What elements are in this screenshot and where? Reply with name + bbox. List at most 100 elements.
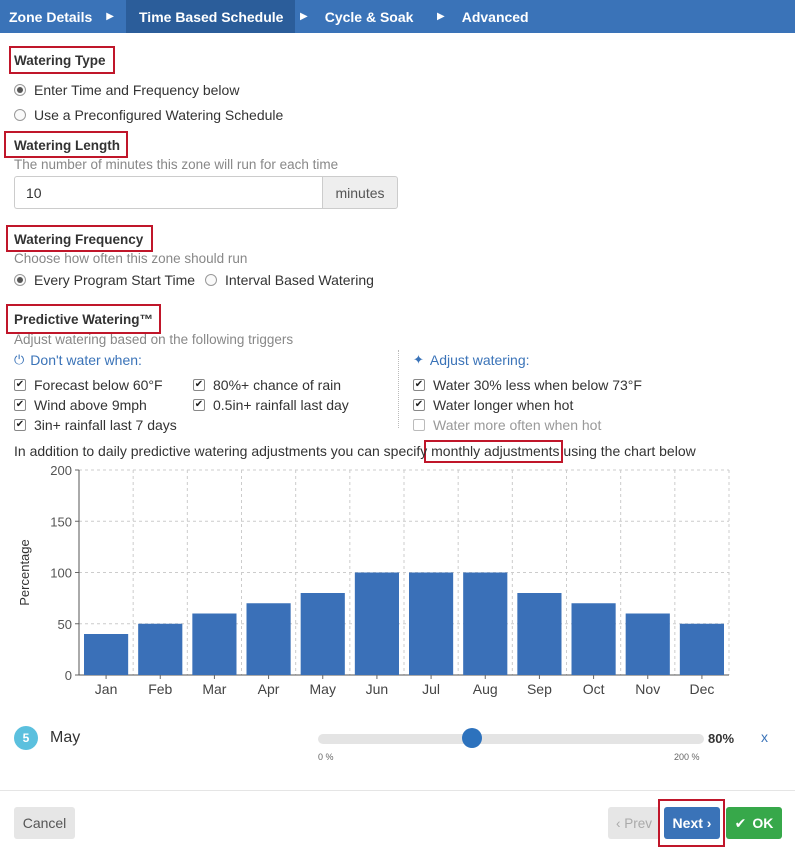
option-label: Use a Preconfigured Watering Schedule (34, 107, 284, 123)
checkbox-label: Water 30% less when below 73°F (433, 377, 642, 393)
trigger-rainfall-last-7-days[interactable]: ✔ 3in+ rainfall last 7 days (14, 417, 177, 433)
slider-min-label: 0 % (318, 752, 334, 762)
y-tick-label: 100 (50, 566, 72, 581)
next-button[interactable]: Next › (664, 807, 720, 839)
checkbox-checked[interactable]: ✔ (413, 399, 425, 411)
trigger-wind-above[interactable]: ✔ Wind above 9mph (14, 397, 147, 413)
checkbox-label: Wind above 9mph (34, 397, 147, 413)
adjust-watering-title: ✦ Adjust watering: (413, 352, 530, 368)
slider-max-label: 200 % (674, 752, 700, 762)
trigger-rainfall-last-day[interactable]: ✔ 0.5in+ rainfall last day (193, 397, 349, 413)
clear-adjustment-button[interactable]: x (761, 729, 768, 745)
y-tick-label: 0 (65, 668, 72, 683)
frequency-option-interval[interactable]: Interval Based Watering (205, 272, 374, 288)
bar-oct[interactable] (571, 603, 616, 675)
dont-water-label: Don't water when: (30, 352, 142, 368)
bar-sep[interactable] (517, 593, 562, 675)
bar-nov[interactable] (625, 613, 670, 676)
watering-length-input[interactable]: 10 (14, 176, 322, 209)
watering-length-heading: Watering Length (14, 138, 120, 153)
chevron-right-icon: ▶ (437, 11, 445, 22)
watering-type-option-manual[interactable]: Enter Time and Frequency below (14, 82, 239, 98)
x-tick-label: May (310, 681, 336, 697)
bar-mar[interactable] (192, 613, 237, 676)
radio-unselected[interactable] (205, 274, 217, 286)
highlight-box (424, 440, 563, 463)
y-tick-label: 50 (58, 617, 72, 632)
checkbox-label: 3in+ rainfall last 7 days (34, 417, 177, 433)
bar-apr[interactable] (246, 603, 291, 675)
x-tick-label: Aug (473, 681, 498, 697)
adjust-water-more-often[interactable]: Water more often when hot (413, 417, 601, 433)
highlight-box (6, 304, 161, 334)
adjust-water-less[interactable]: ✔ Water 30% less when below 73°F (413, 377, 642, 393)
option-label: Interval Based Watering (225, 272, 374, 288)
cancel-button[interactable]: Cancel (14, 807, 75, 839)
watering-type-option-preconfigured[interactable]: Use a Preconfigured Watering Schedule (14, 107, 283, 123)
monthly-text-highlight: monthly adjustments (431, 443, 560, 459)
checkbox-unchecked[interactable] (413, 419, 425, 431)
radio-selected[interactable] (14, 84, 26, 96)
watering-type-heading: Watering Type (14, 53, 106, 68)
ok-button[interactable]: ✔ OK (726, 807, 782, 839)
checkbox-checked[interactable]: ✔ (193, 379, 205, 391)
tab-zone-details[interactable]: Zone Details ▶ (0, 0, 126, 33)
bar-jul[interactable] (409, 572, 454, 676)
tab-cycle-soak[interactable]: ▶ Cycle & Soak (295, 0, 437, 33)
bar-may[interactable] (300, 593, 345, 675)
chevron-right-icon: ▶ (300, 11, 308, 22)
checkbox-label: 80%+ chance of rain (213, 377, 342, 393)
adjustment-slider-thumb[interactable] (462, 728, 483, 748)
tab-label: Advanced (461, 8, 529, 25)
tab-time-based-schedule[interactable]: Time Based Schedule (126, 0, 295, 33)
bar-dec[interactable] (679, 623, 724, 675)
dont-water-title: ⏻ Don't water when: (14, 352, 142, 368)
watering-frequency-heading: Watering Frequency (14, 232, 144, 247)
watering-frequency-help: Choose how often this zone should run (14, 251, 248, 266)
trigger-chance-of-rain[interactable]: ✔ 80%+ chance of rain (193, 377, 341, 393)
power-icon: ⏻ (14, 352, 25, 367)
adjustment-slider-track[interactable] (318, 734, 704, 744)
option-label: Enter Time and Frequency below (34, 82, 240, 98)
bar-jan[interactable] (84, 634, 129, 675)
x-tick-label: Jan (95, 681, 118, 697)
radio-selected[interactable] (14, 274, 26, 286)
tab-advanced[interactable]: ▶ Advanced (437, 0, 529, 33)
checkbox-label: Water more often when hot (433, 417, 602, 433)
prev-button[interactable]: ‹ Prev (608, 807, 660, 839)
tab-label: Time Based Schedule (139, 8, 284, 25)
tab-label: Zone Details (9, 8, 93, 25)
monthly-adjustment-chart[interactable]: 0 50 100 150 200 Jan Feb Mar Apr May Jun Jul Aug Sep O… (0, 458, 795, 703)
frequency-option-every-start[interactable]: Every Program Start Time (14, 272, 195, 288)
checkbox-label: Forecast below 60°F (34, 377, 163, 393)
minutes-addon: minutes (322, 176, 398, 209)
trigger-forecast-below[interactable]: ✔ Forecast below 60°F (14, 377, 163, 393)
x-tick-label: Dec (689, 681, 714, 697)
checkbox-checked[interactable]: ✔ (14, 379, 26, 391)
x-tick-label: Mar (202, 681, 226, 697)
bar-feb[interactable] (138, 623, 183, 675)
watering-length-input-group: 10 minutes (14, 176, 398, 209)
selected-month-name: May (50, 729, 81, 746)
check-icon: ✔ (734, 814, 747, 831)
option-label: Every Program Start Time (34, 272, 196, 288)
x-tick-label: Apr (258, 681, 280, 697)
radio-unselected[interactable] (14, 109, 26, 121)
predictive-watering-help: Adjust watering based on the following t… (14, 332, 294, 347)
checkbox-checked[interactable]: ✔ (413, 379, 425, 391)
monthly-adjustments-text: In addition to daily predictive watering… (14, 443, 696, 459)
y-tick-label: 200 (50, 463, 72, 478)
bar-jun[interactable] (354, 572, 399, 676)
footer-divider (0, 790, 795, 791)
ok-label: OK (752, 815, 774, 831)
checkbox-checked[interactable]: ✔ (14, 419, 26, 431)
y-tick-label: 150 (50, 514, 72, 529)
checkbox-checked[interactable]: ✔ (14, 399, 26, 411)
adjust-water-longer[interactable]: ✔ Water longer when hot (413, 397, 573, 413)
x-tick-label: Oct (583, 681, 605, 697)
monthly-text-after: using the chart below (559, 443, 696, 459)
highlight-box (4, 131, 128, 158)
bar-aug[interactable] (463, 572, 508, 676)
predictive-watering-heading: Predictive Watering™ (14, 312, 154, 327)
checkbox-checked[interactable]: ✔ (193, 399, 205, 411)
